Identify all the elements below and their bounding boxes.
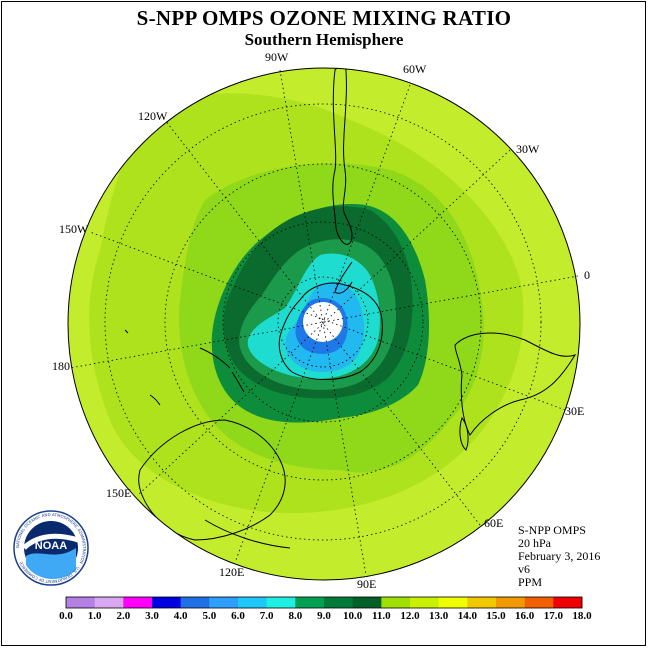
lon-label-150e: 150E bbox=[106, 486, 132, 500]
lon-label-0: 0 bbox=[584, 268, 590, 282]
coastline-indonesia bbox=[204, 519, 291, 549]
colorbar-swatch bbox=[94, 597, 124, 608]
colorbar-swatch bbox=[180, 597, 210, 608]
latitude-circle-30s bbox=[104, 103, 542, 541]
colorbar-swatch bbox=[381, 597, 411, 608]
noaa-logo: NOAA NATIONAL OCEANIC AND ATMOSPHERIC AD… bbox=[13, 510, 89, 586]
lon-label-60e: 60E bbox=[484, 516, 504, 530]
coastline-islands bbox=[124, 329, 161, 406]
coastline-antarctica bbox=[278, 282, 383, 380]
lon-label-30w: 30W bbox=[516, 142, 540, 156]
colorbar-tick-label: 11.0 bbox=[372, 610, 391, 622]
colorbar-swatch bbox=[553, 597, 583, 608]
colorbar-swatch bbox=[295, 597, 325, 608]
lon-label-120w: 120W bbox=[138, 109, 168, 123]
latitude-circle-60s bbox=[222, 221, 424, 423]
colorbar-swatch bbox=[324, 597, 353, 608]
colorbar-tick-label: 15.0 bbox=[486, 610, 506, 622]
colorbar-tick-label: 0.0 bbox=[59, 610, 73, 622]
colorbar-tick-label: 2.0 bbox=[116, 610, 130, 622]
lon-label-120e: 120E bbox=[219, 565, 245, 579]
meridian-60w-120e bbox=[235, 84, 411, 561]
info-date: February 3, 2016 bbox=[518, 549, 601, 563]
info-version: v6 bbox=[518, 562, 530, 576]
lon-label-60w: 60W bbox=[403, 62, 427, 76]
colorbar-swatch bbox=[496, 597, 525, 608]
colorbar-swatch bbox=[352, 597, 382, 608]
colorbar-tick-label: 16.0 bbox=[515, 610, 535, 622]
colorbar-swatch bbox=[524, 597, 554, 608]
colorbar-tick-label: 10.0 bbox=[343, 610, 363, 622]
colorbar: 0.0 1.0 2.0 3.0 4.0 5.0 6.0 7.0 8.0 9.0 10.0 11.0 12… bbox=[59, 596, 592, 622]
latitude-circle-45s bbox=[164, 163, 482, 481]
colorbar-swatch bbox=[238, 597, 267, 608]
info-instrument: S-NPP OMPS bbox=[518, 523, 586, 537]
coastline-new-zealand bbox=[199, 347, 245, 393]
info-units: PPM bbox=[518, 575, 543, 589]
colorbar-swatch bbox=[152, 597, 181, 608]
noaa-logo-text: NOAA bbox=[35, 540, 67, 552]
meridian-0-180 bbox=[69, 275, 579, 369]
lon-label-90e: 90E bbox=[357, 577, 377, 591]
colorbar-tick-label: 5.0 bbox=[202, 610, 216, 622]
coastline-south-america bbox=[332, 68, 353, 245]
colorbar-swatch bbox=[467, 597, 497, 608]
colorbar-swatch bbox=[66, 597, 95, 608]
colorbar-tick-label: 7.0 bbox=[260, 610, 274, 622]
lon-label-30e: 30E bbox=[565, 404, 585, 418]
map-subtitle: Southern Hemisphere bbox=[244, 30, 404, 49]
graticule bbox=[69, 69, 579, 576]
colorbar-swatch bbox=[209, 597, 239, 608]
lon-label-90w: 90W bbox=[265, 50, 289, 64]
map-title: S-NPP OMPS OZONE MIXING RATIO bbox=[136, 6, 512, 30]
colorbar-tick-label: 17.0 bbox=[544, 610, 564, 622]
colorbar-tick-label: 12.0 bbox=[400, 610, 420, 622]
lon-label-150w: 150W bbox=[59, 222, 89, 236]
coastline-australia bbox=[138, 419, 286, 541]
map-border bbox=[67, 67, 581, 581]
lon-label-180: 180 bbox=[52, 359, 70, 373]
colorbar-swatch bbox=[123, 597, 153, 608]
coastlines bbox=[124, 68, 577, 549]
colorbar-swatch bbox=[266, 597, 296, 608]
colorbar-tick-label: 4.0 bbox=[174, 610, 188, 622]
colorbar-tick-label: 18.0 bbox=[572, 610, 592, 622]
coastline-madagascar bbox=[459, 417, 469, 451]
coastline-antarctic-peninsula bbox=[334, 261, 353, 294]
colorbar-tick-label: 1.0 bbox=[88, 610, 102, 622]
colorbar-tick-label: 13.0 bbox=[429, 610, 449, 622]
colorbar-border bbox=[65, 596, 583, 609]
colorbar-tick-label: 14.0 bbox=[458, 610, 478, 622]
info-block: S-NPP OMPS 20 hPa February 3, 2016 v6 PP… bbox=[518, 524, 600, 589]
colorbar-tick-label: 3.0 bbox=[145, 610, 159, 622]
colorbar-tick-label: 6.0 bbox=[231, 610, 245, 622]
info-level: 20 hPa bbox=[518, 536, 551, 550]
colorbar-swatch bbox=[410, 597, 439, 608]
coastline-africa bbox=[454, 332, 577, 436]
colorbar-tick-label: 8.0 bbox=[288, 610, 302, 622]
latitude-circle-75s bbox=[277, 276, 369, 368]
colorbar-swatch bbox=[438, 597, 468, 608]
meridian-60e-120w bbox=[164, 119, 481, 526]
colorbar-tick-label: 9.0 bbox=[317, 610, 331, 622]
